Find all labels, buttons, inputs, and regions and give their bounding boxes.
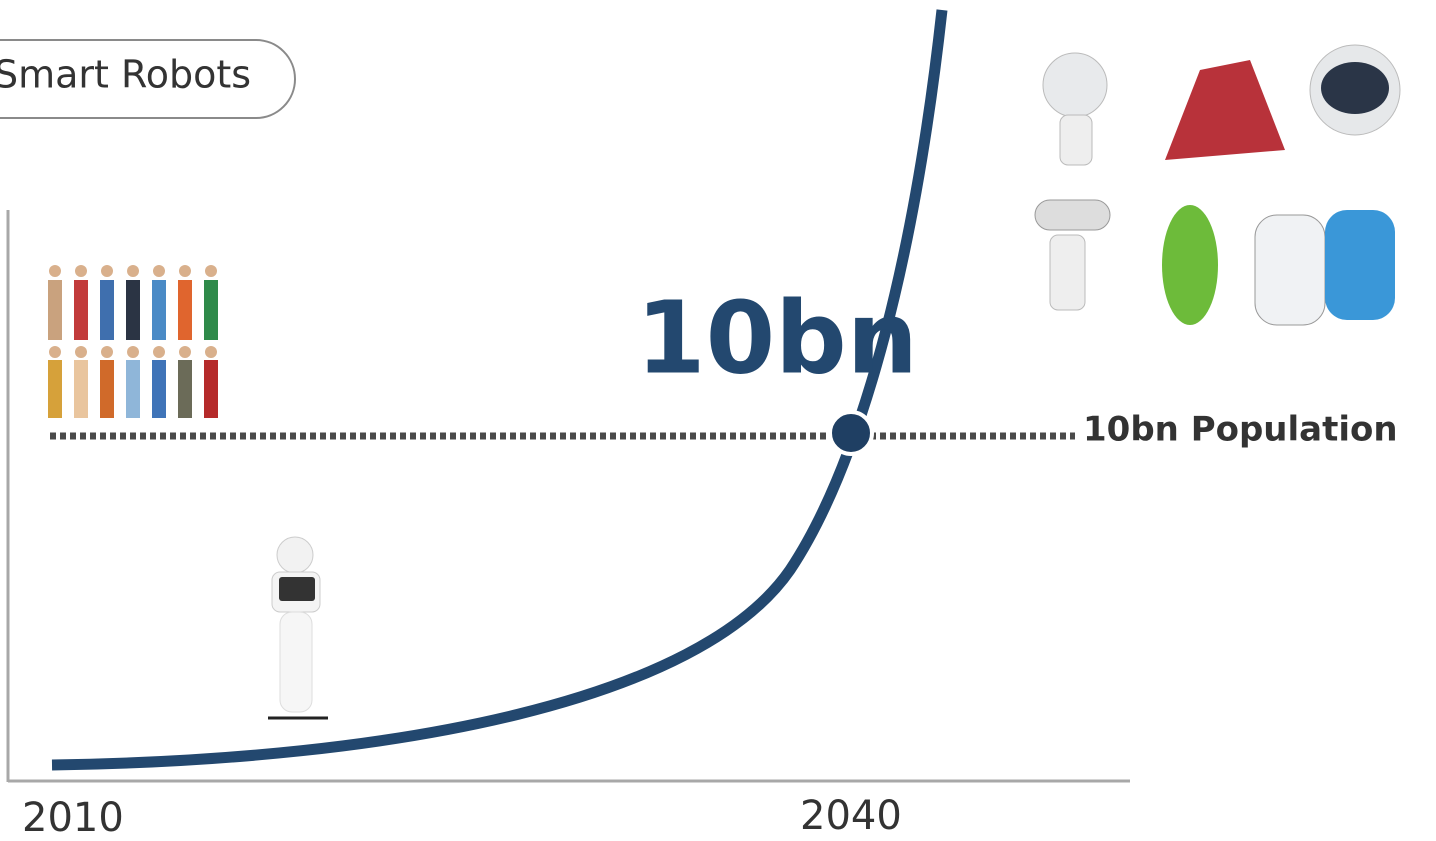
robot-illustration	[268, 536, 328, 720]
intersection-marker	[828, 410, 874, 456]
headline: 10bn	[636, 279, 918, 396]
label-box-text: Smart Robots	[0, 53, 251, 97]
reference-line-label: 10bn Population	[1083, 410, 1398, 450]
x-label: 2010	[22, 795, 124, 841]
growth-curve	[51, 9, 948, 771]
x-label: 2040	[800, 793, 902, 839]
label-box	[0, 39, 296, 119]
robots-illustration	[1034, 44, 1401, 326]
people-illustration	[48, 265, 218, 418]
